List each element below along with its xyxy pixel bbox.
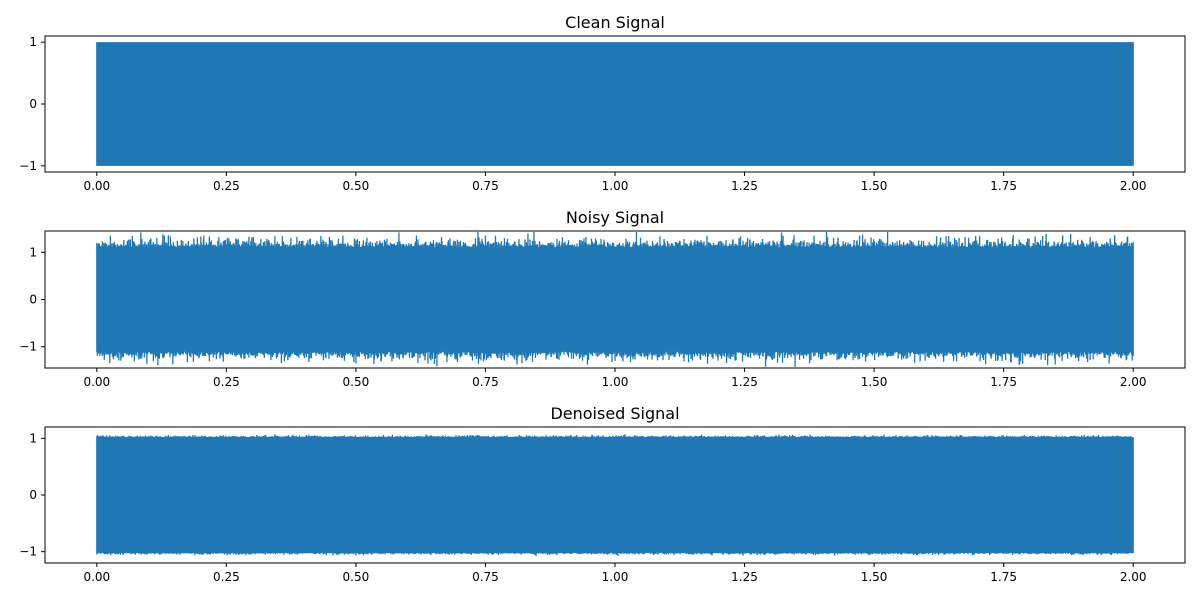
x-tick-label: 0.50 (343, 375, 370, 389)
x-tick-label: 1.50 (861, 570, 888, 584)
x-tick-label: 0.00 (83, 179, 110, 193)
x-tick-label: 1.75 (990, 375, 1017, 389)
x-tick-label: 1.25 (731, 375, 758, 389)
x-tick-label: 0.25 (213, 179, 240, 193)
panel-1: Clean Signal 0.00 0.25 0.50 0.75 1.00 1.25 1.50… (19, 13, 1186, 193)
series-line (96, 42, 1134, 166)
y-tick-label: 1 (29, 431, 37, 445)
x-tick-label: 1.75 (990, 179, 1017, 193)
x-tick-label: 0.75 (472, 570, 499, 584)
x-tick-label: 0.50 (343, 570, 370, 584)
x-tick-label: 0.00 (83, 570, 110, 584)
chart-title: Noisy Signal (566, 208, 664, 227)
x-tick-label: 0.25 (213, 375, 240, 389)
y-tick-label: 0 (29, 488, 37, 502)
x-tick-label: 1.00 (602, 179, 629, 193)
x-tick-label: 1.00 (602, 375, 629, 389)
y-tick-label: −1 (19, 545, 37, 559)
x-tick-label: 0.25 (213, 570, 240, 584)
x-tick-label: 0.00 (83, 375, 110, 389)
x-tick-label: 2.00 (1120, 375, 1147, 389)
x-tick-label: 1.50 (861, 375, 888, 389)
y-tick-label: −1 (19, 340, 37, 354)
x-tick-label: 0.75 (472, 179, 499, 193)
chart-title: Denoised Signal (550, 404, 679, 423)
x-tick-label: 0.75 (472, 375, 499, 389)
y-tick-label: −1 (19, 159, 37, 173)
x-tick-label: 1.75 (990, 570, 1017, 584)
y-tick-label: 1 (29, 35, 37, 49)
y-tick-label: 1 (29, 245, 37, 259)
series-line (96, 231, 1134, 368)
chart-title: Clean Signal (565, 13, 665, 32)
y-tick-label: 0 (29, 293, 37, 307)
x-tick-label: 1.00 (602, 570, 629, 584)
y-tick-label: 0 (29, 97, 37, 111)
panel-2: Noisy Signal 0.00 0.25 0.50 0.75 1.00 1.25 1.50… (19, 208, 1186, 389)
x-tick-label: 1.50 (861, 179, 888, 193)
x-tick-label: 0.50 (343, 179, 370, 193)
x-tick-label: 1.25 (731, 570, 758, 584)
x-tick-label: 2.00 (1120, 570, 1147, 584)
series-line (96, 434, 1134, 557)
x-tick-label: 2.00 (1120, 179, 1147, 193)
x-tick-label: 1.25 (731, 179, 758, 193)
panel-3: Denoised Signal 0.00 0.25 0.50 0.75 1.00 1.25 1… (19, 404, 1186, 584)
